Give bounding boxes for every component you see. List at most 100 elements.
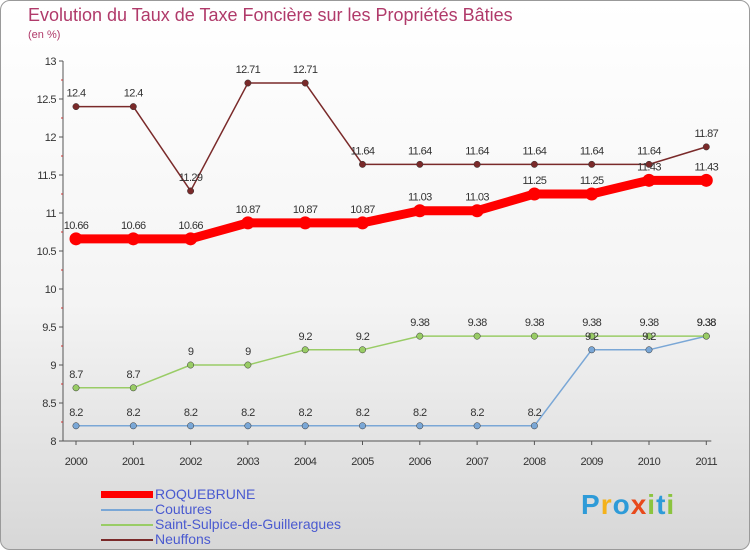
logo-letter: o [612,489,631,520]
y-tick-label: 11.5 [37,170,56,182]
legend-label-roquebrune: ROQUEBRUNE [155,486,256,502]
data-point [301,79,309,87]
data-point [530,422,538,430]
data-label: 12.71 [293,64,318,76]
data-point [187,187,195,195]
data-label: 9.38 [468,317,487,329]
series-line-saint-sulpice-de-guilleragues [76,335,707,389]
x-tick-label: 2004 [294,456,317,468]
data-point [129,103,137,111]
data-point [416,160,424,168]
data-point [645,332,653,340]
data-point [699,173,713,187]
legend-label-coutures: Coutures [155,501,212,517]
data-label: 11.43 [637,161,661,173]
data-label: 8.7 [127,369,141,381]
y-tick-label: 13 [45,56,57,68]
legend-swatch-saint-sulpice [101,524,153,526]
data-point [72,384,80,392]
data-label: 9 [188,346,194,358]
data-labels: 10.66 10.66 10.66 10.87 10.87 10.87 11.03 11.03… [64,64,719,419]
data-point [129,422,137,430]
y-tick-label: 9.5 [42,322,56,334]
series-line-roquebrune [76,175,707,244]
data-label: 11.64 [580,145,604,157]
data-label: 9.2 [585,331,599,343]
x-tick-label: 2011 [695,456,717,468]
data-label: 12.71 [236,64,261,76]
data-label: 10.87 [350,204,375,216]
data-point [129,384,137,392]
data-point [588,160,596,168]
data-point [645,160,653,168]
data-label: 11.03 [465,192,489,204]
data-point [184,232,198,246]
data-label: 8.2 [470,407,484,419]
x-tick-label: 2007 [466,456,489,468]
x-tick-label: 2003 [237,456,260,468]
data-point [645,346,653,354]
data-point [187,361,195,369]
y-tick-label: 12.5 [37,94,57,106]
series-line-coutures [76,335,707,427]
x-tick-label: 2001 [122,456,145,468]
x-tick-label: 2006 [409,456,432,468]
data-point [298,216,312,230]
data-label: 12.4 [124,88,143,100]
chart-title: Evolution du Taux de Taxe Foncière sur l… [28,5,513,25]
data-label: 11.64 [465,145,489,157]
data-point [702,332,710,340]
data-label: 8.2 [184,407,198,419]
data-label: 9.38 [639,317,658,329]
data-label: 10.66 [178,220,203,232]
data-label: 8.2 [69,407,83,419]
data-label: 8.2 [127,407,141,419]
data-point [241,216,255,230]
logo-letter: i [666,489,676,520]
data-point [301,346,309,354]
data-point [470,204,484,218]
data-label: 11.87 [694,128,718,140]
data-label: 11.03 [408,192,432,204]
data-label: 12.4 [66,88,85,100]
data-label: 11.25 [523,175,547,187]
series-line-neuffons [76,82,707,192]
data-label: 9.38 [525,317,544,329]
x-tick-label: 2005 [351,456,374,468]
data-label: 8.2 [528,407,542,419]
y-tick-label: 8.5 [42,398,56,410]
logo-letter: x [630,489,648,520]
axes: 8 8.5 9 9.5 10 10.5 11 11.5 12 12.5 13 2000 2001 2002… [37,56,718,468]
data-point [473,422,481,430]
legend-swatch-roquebrune [101,491,153,498]
data-point [413,204,427,218]
data-point [473,160,481,168]
legend-label-saint-sulpice: Saint-Sulpice-de-Guilleragues [155,516,341,532]
data-point [702,143,710,151]
data-point [416,332,424,340]
data-label: 11.43 [694,161,718,173]
logo-letter: i [647,489,657,520]
data-label: 9.38 [697,317,716,329]
data-point [356,216,369,230]
y-tick-label: 10 [45,284,57,296]
data-label: 10.66 [64,220,89,232]
data-point [72,422,80,430]
data-point [359,346,366,354]
data-point [642,173,656,187]
x-tick-label: 2009 [580,456,603,468]
data-label: 9.38 [697,317,716,329]
data-label: 9.2 [356,331,370,343]
proxiti-logo: Proxiti [581,489,675,521]
data-point [473,332,481,340]
data-point [585,187,599,201]
data-point [187,422,195,430]
x-tick-label: 2000 [65,456,88,468]
y-tick-label: 10.5 [37,246,57,258]
data-point [530,160,538,168]
data-point [416,422,424,430]
data-point [72,103,80,111]
data-point [244,79,252,87]
